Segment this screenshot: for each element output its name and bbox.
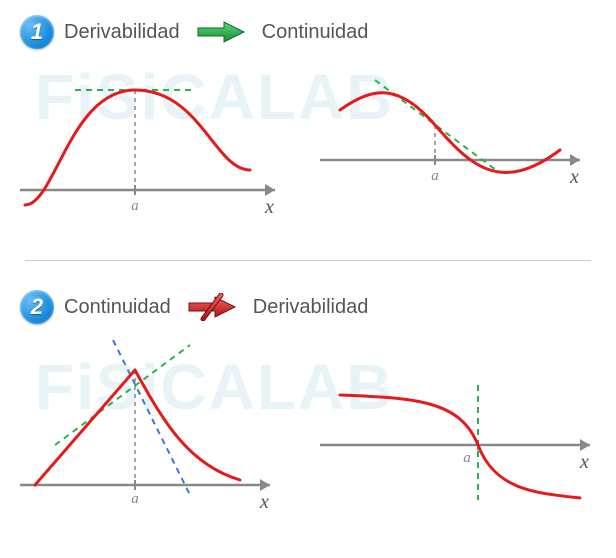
svg-text:x: x <box>569 166 579 188</box>
implies-arrow-icon <box>190 20 252 44</box>
svg-text:a: a <box>131 491 139 507</box>
svg-text:x: x <box>579 451 589 473</box>
chart-1-right: a x <box>315 55 595 225</box>
svg-text:x: x <box>259 491 269 510</box>
section1-right-term: Continuidad <box>262 21 369 44</box>
section2-charts: a x a x <box>15 340 595 510</box>
chart-2-left: a x <box>15 340 295 510</box>
chart-2-right: a x <box>315 340 595 510</box>
badge-1: 1 <box>20 15 54 49</box>
section2-left-term: Continuidad <box>64 296 171 319</box>
svg-text:a: a <box>463 450 471 466</box>
svg-text:a: a <box>431 168 439 184</box>
section2-right-term: Derivabilidad <box>253 296 369 319</box>
section1-charts: a x a x <box>15 55 595 225</box>
not-implies-arrow-icon <box>181 293 243 321</box>
section1-header: 1 Derivabilidad Continuidad <box>20 15 368 49</box>
svg-text:a: a <box>131 198 139 214</box>
svg-text:x: x <box>264 196 274 218</box>
section2-header: 2 Continuidad Derivabilidad <box>20 290 368 324</box>
section1-left-term: Derivabilidad <box>64 21 180 44</box>
section-divider <box>25 260 591 261</box>
chart-1-left: a x <box>15 55 295 225</box>
badge-2: 2 <box>20 290 54 324</box>
